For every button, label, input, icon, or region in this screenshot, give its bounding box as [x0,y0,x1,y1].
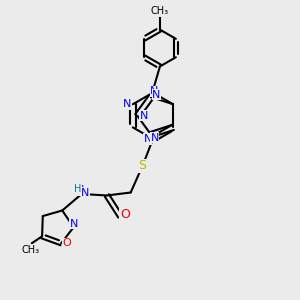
Text: N: N [123,99,132,109]
Text: O: O [62,238,71,248]
Text: CH₃: CH₃ [151,6,169,16]
Text: H: H [74,184,82,194]
Text: N: N [152,90,160,100]
Text: N: N [76,185,84,195]
Text: CH₃: CH₃ [21,245,39,255]
Text: N: N [69,219,78,229]
Text: N: N [143,134,152,144]
Text: S: S [139,159,147,172]
Text: O: O [120,208,130,221]
Text: N: N [81,188,89,197]
Text: H: H [73,185,80,195]
Text: N: N [140,111,148,121]
Text: N: N [150,86,159,96]
Text: N: N [150,133,159,142]
